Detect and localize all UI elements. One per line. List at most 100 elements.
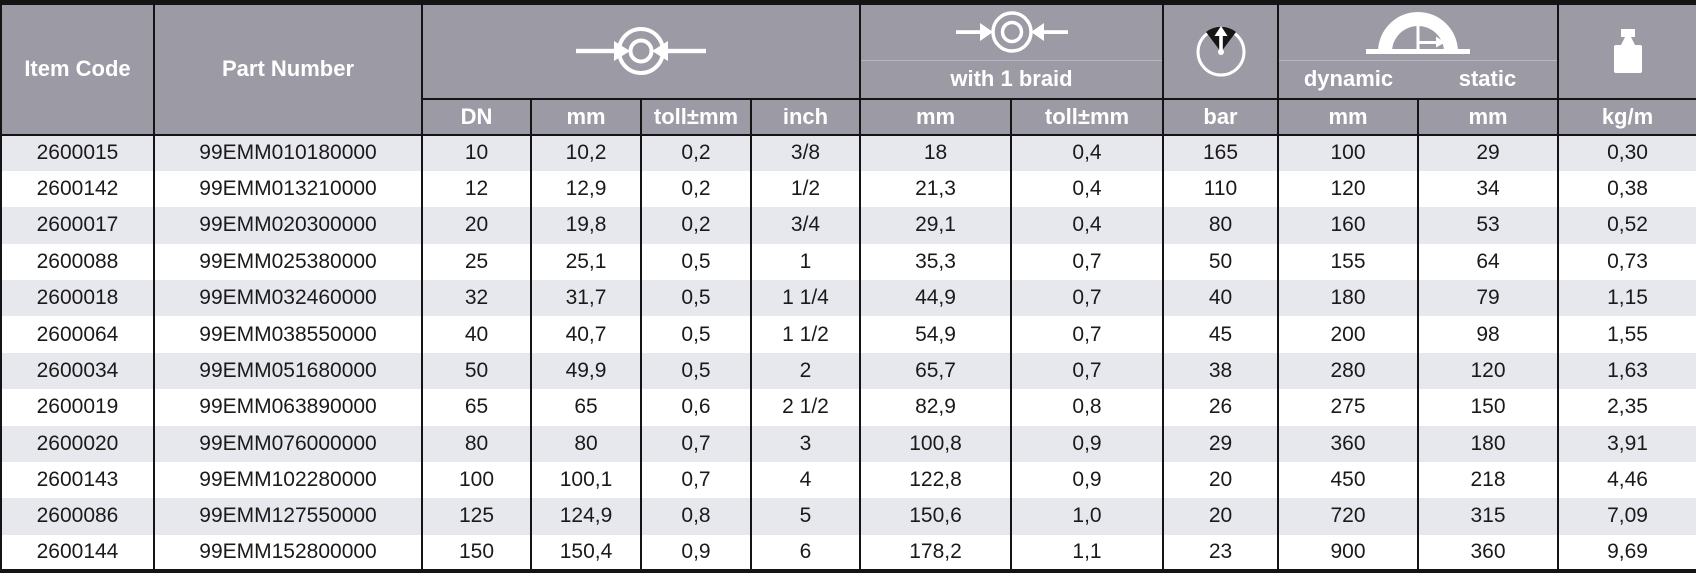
cell-dynamic-mm: 155 [1277, 243, 1419, 280]
cell-dn: 10 [421, 134, 532, 171]
cell-inch: 2 [750, 352, 861, 390]
cell-part-number: 99EMM025380000 [153, 243, 423, 280]
cell-dynamic-mm: 120 [1277, 170, 1419, 208]
table-row: 2600015 99EMM010180000 10 10,2 0,2 3/8 18 0,4 16… [0, 134, 1696, 171]
table-row: 2600144 99EMM152800000 150 150,4 0,9 6 178,2 1,… [0, 534, 1696, 571]
cell-inner-mm: 150,4 [530, 534, 642, 571]
cell-item-code: 2600088 [0, 243, 155, 280]
cell-inch: 5 [750, 498, 861, 535]
subheader-kg-m: kg/m [1557, 97, 1696, 136]
cell-dn: 65 [421, 389, 532, 426]
bend-radius-labels: dynamic static [1279, 59, 1557, 98]
cell-dynamic-mm: 720 [1277, 498, 1419, 535]
col-header-item-code: Item Code [0, 1, 155, 136]
cell-kg-per-m: 3,91 [1557, 425, 1696, 462]
cell-dynamic-mm: 180 [1277, 280, 1419, 317]
cell-static-mm: 79 [1417, 280, 1559, 317]
cell-item-code: 2600020 [0, 425, 155, 462]
cell-braid-toll: 0,7 [1010, 280, 1164, 317]
cell-kg-per-m: 0,52 [1557, 207, 1696, 244]
cell-braid-toll: 1,1 [1010, 534, 1164, 571]
table-row: 2600018 99EMM032460000 32 31,7 0,5 1 1/4 44,9 0… [0, 280, 1696, 317]
cell-braid-mm: 65,7 [859, 352, 1012, 390]
cell-item-code: 2600017 [0, 207, 155, 244]
cell-kg-per-m: 9,69 [1557, 534, 1696, 571]
header-group-pressure [1162, 1, 1279, 100]
cell-braid-toll: 0,7 [1010, 243, 1164, 280]
table-row: 2600088 99EMM025380000 25 25,1 0,5 1 35,3 0,7 50… [0, 243, 1696, 280]
cell-inch: 1 [750, 243, 861, 280]
table-row: 2600064 99EMM038550000 40 40,7 0,5 1 1/2 54,9 0… [0, 316, 1696, 353]
cell-static-mm: 53 [1417, 207, 1559, 244]
header-group-inner-diameter [421, 1, 861, 100]
cell-braid-mm: 21,3 [859, 170, 1012, 208]
cell-inch: 6 [750, 534, 861, 571]
cell-part-number: 99EMM152800000 [153, 534, 423, 571]
cell-dn: 20 [421, 207, 532, 244]
cell-inner-mm: 40,7 [530, 316, 642, 353]
cell-inner-toll: 0,7 [640, 425, 752, 462]
cell-inner-mm: 10,2 [530, 134, 642, 171]
cell-bar: 23 [1162, 534, 1279, 571]
cell-dn: 100 [421, 461, 532, 499]
cell-part-number: 99EMM051680000 [153, 352, 423, 390]
cell-braid-toll: 0,7 [1010, 352, 1164, 390]
subheader-inner-mm: mm [530, 97, 642, 136]
cell-bar: 26 [1162, 389, 1279, 426]
cell-dynamic-mm: 200 [1277, 316, 1419, 353]
cell-inner-mm: 12,9 [530, 170, 642, 208]
cell-dn: 80 [421, 425, 532, 462]
cell-braid-mm: 54,9 [859, 316, 1012, 353]
cell-item-code: 2600019 [0, 389, 155, 426]
cell-part-number: 99EMM063890000 [153, 389, 423, 426]
cell-braid-mm: 178,2 [859, 534, 1012, 571]
cell-kg-per-m: 1,15 [1557, 280, 1696, 317]
cell-braid-toll: 0,4 [1010, 207, 1164, 244]
cell-braid-mm: 29,1 [859, 207, 1012, 244]
cell-dynamic-mm: 900 [1277, 534, 1419, 571]
cell-dn: 12 [421, 170, 532, 208]
cell-inner-toll: 0,2 [640, 134, 752, 171]
cell-braid-mm: 82,9 [859, 389, 1012, 426]
cell-inner-toll: 0,5 [640, 243, 752, 280]
cell-dn: 25 [421, 243, 532, 280]
cell-kg-per-m: 1,63 [1557, 352, 1696, 390]
pressure-gauge-icon [1164, 5, 1277, 98]
cell-bar: 45 [1162, 316, 1279, 353]
cell-inner-mm: 65 [530, 389, 642, 426]
cell-bar: 80 [1162, 207, 1279, 244]
subheader-dn: DN [421, 97, 532, 136]
cell-braid-mm: 122,8 [859, 461, 1012, 499]
cell-bar: 40 [1162, 280, 1279, 317]
cell-bar: 50 [1162, 243, 1279, 280]
cell-braid-toll: 1,0 [1010, 498, 1164, 535]
cell-part-number: 99EMM013210000 [153, 170, 423, 208]
cell-item-code: 2600144 [0, 534, 155, 571]
cell-inner-toll: 0,2 [640, 207, 752, 244]
cell-kg-per-m: 7,09 [1557, 498, 1696, 535]
cell-static-mm: 98 [1417, 316, 1559, 353]
table-header: Item Code Part Number [0, 1, 1696, 136]
cell-item-code: 2600064 [0, 316, 155, 353]
cell-inch: 1 1/4 [750, 280, 861, 317]
cell-static-mm: 34 [1417, 170, 1559, 208]
cell-static-mm: 360 [1417, 534, 1559, 571]
cell-inch: 3 [750, 425, 861, 462]
cell-kg-per-m: 1,55 [1557, 316, 1696, 353]
cell-braid-toll: 0,7 [1010, 316, 1164, 353]
cell-part-number: 99EMM038550000 [153, 316, 423, 353]
cell-dn: 125 [421, 498, 532, 535]
cell-inner-mm: 124,9 [530, 498, 642, 535]
cell-inch: 1 1/2 [750, 316, 861, 353]
subheader-inch: inch [750, 97, 861, 136]
cell-inner-toll: 0,6 [640, 389, 752, 426]
header-group-bend-radius: dynamic static [1277, 1, 1559, 100]
cell-braid-mm: 44,9 [859, 280, 1012, 317]
subheader-inner-toll: toll±mm [640, 97, 752, 136]
subheader-static-mm: mm [1417, 97, 1559, 136]
cell-item-code: 2600142 [0, 170, 155, 208]
cell-static-mm: 180 [1417, 425, 1559, 462]
cell-static-mm: 29 [1417, 134, 1559, 171]
header-group-with-braid: with 1 braid [859, 1, 1164, 100]
